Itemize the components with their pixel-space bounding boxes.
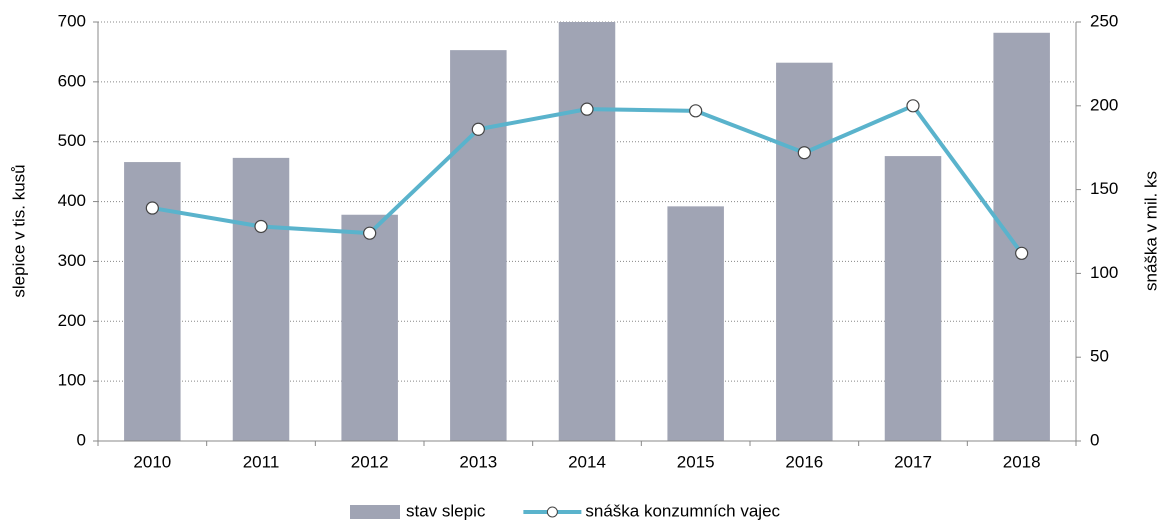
- y2-tick-label: 250: [1090, 11, 1118, 30]
- y-tick-label: 300: [58, 251, 86, 270]
- y-tick-label: 600: [58, 71, 86, 90]
- x-tick-label: 2011: [243, 452, 280, 471]
- legend-label: stav slepic: [406, 501, 486, 520]
- x-tick-label: 2014: [568, 452, 606, 471]
- line-point: [145, 201, 159, 215]
- line-point: [580, 102, 594, 116]
- y-tick-label: 100: [58, 371, 86, 390]
- x-tick-label: 2016: [785, 452, 823, 471]
- bar: [776, 62, 833, 442]
- bar: [667, 206, 724, 441]
- x-tick-label: 2013: [459, 452, 497, 471]
- y2-tick-label: 50: [1090, 347, 1109, 366]
- bar: [450, 50, 507, 441]
- legend-swatch: [350, 505, 400, 519]
- y2-tick-label: 100: [1090, 263, 1118, 282]
- bar: [341, 214, 398, 441]
- line-point: [797, 146, 811, 160]
- line-point: [471, 122, 485, 136]
- bar: [993, 32, 1050, 441]
- line-point: [906, 99, 920, 113]
- x-tick-label: 2017: [894, 452, 932, 471]
- line-point: [1015, 246, 1029, 260]
- legend-swatch-point: [546, 506, 558, 518]
- line-point: [689, 104, 703, 118]
- bar: [558, 22, 616, 441]
- x-tick-label: 2015: [677, 452, 715, 471]
- bar: [884, 156, 942, 441]
- y2-tick-label: 150: [1090, 179, 1118, 198]
- line-point: [254, 219, 268, 234]
- y-axis-label: slepice v tis. kusů: [9, 164, 28, 297]
- x-tick-label: 2010: [133, 452, 171, 471]
- x-tick-label: 2018: [1003, 452, 1041, 471]
- x-tick-label: 2012: [351, 452, 389, 471]
- y-tick-label: 0: [77, 430, 86, 449]
- y2-axis-label: snáška v mil. ks: [1141, 171, 1160, 291]
- y-tick-label: 700: [58, 11, 86, 30]
- line-point: [363, 226, 377, 240]
- y2-tick-label: 0: [1090, 430, 1099, 449]
- legend-label: snáška konzumních vajec: [585, 501, 780, 520]
- y2-tick-label: 200: [1090, 95, 1118, 114]
- bar: [232, 157, 290, 441]
- y-tick-label: 500: [58, 131, 86, 150]
- y-tick-label: 200: [58, 311, 86, 330]
- y-tick-label: 400: [58, 191, 86, 210]
